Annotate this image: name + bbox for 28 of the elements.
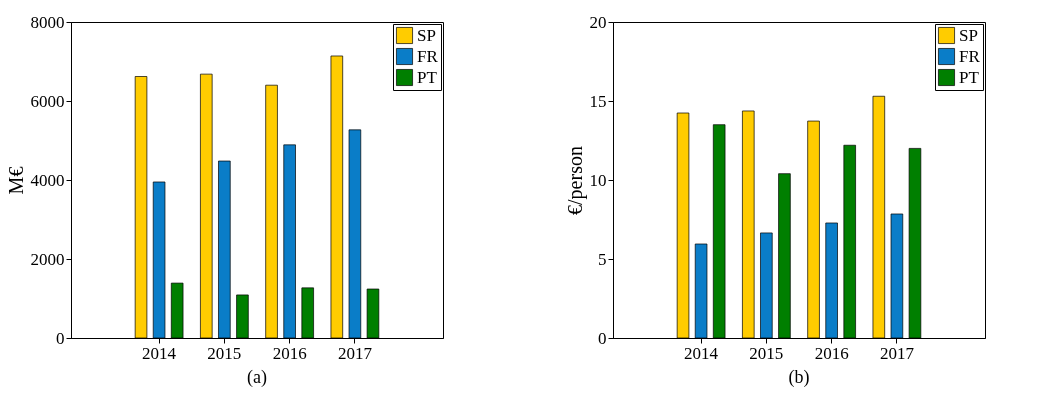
x-tick-label: 2017 [337,343,373,363]
y-tick-label: 15 [589,91,607,111]
text: (a) [247,367,267,388]
legend-label: SP [417,25,436,45]
x-tick-label: 2016 [272,343,307,363]
legend-label: FR [417,46,439,66]
y-tick-label: 5 [598,249,607,269]
y-tick-label: 8000 [30,12,65,32]
text: (b) [788,367,810,388]
y-tick-label: 6000 [30,91,65,111]
legend-label: PT [417,67,438,87]
x-tick-label: 2017 [879,343,915,363]
legend-label: SP [959,25,978,45]
y-tick-label: 4000 [30,170,65,190]
x-tick-label: 2014 [142,343,177,363]
x-tick-label: 2015 [749,343,784,363]
legend-label: FR [959,46,981,66]
y-tick-label: 0 [598,328,607,348]
y-tick-label: 2000 [30,249,65,269]
y-tick-label: 20 [589,12,607,32]
legend-label: PT [959,67,980,87]
y-tick-label: 10 [589,170,607,190]
y-tick-label: 0 [56,328,65,348]
x-tick-label: 2014 [684,343,719,363]
y-axis-title: M€ [4,166,27,195]
x-tick-label: 2015 [207,343,242,363]
y-axis-title: €/person [563,146,587,215]
x-tick-label: 2016 [814,343,849,363]
